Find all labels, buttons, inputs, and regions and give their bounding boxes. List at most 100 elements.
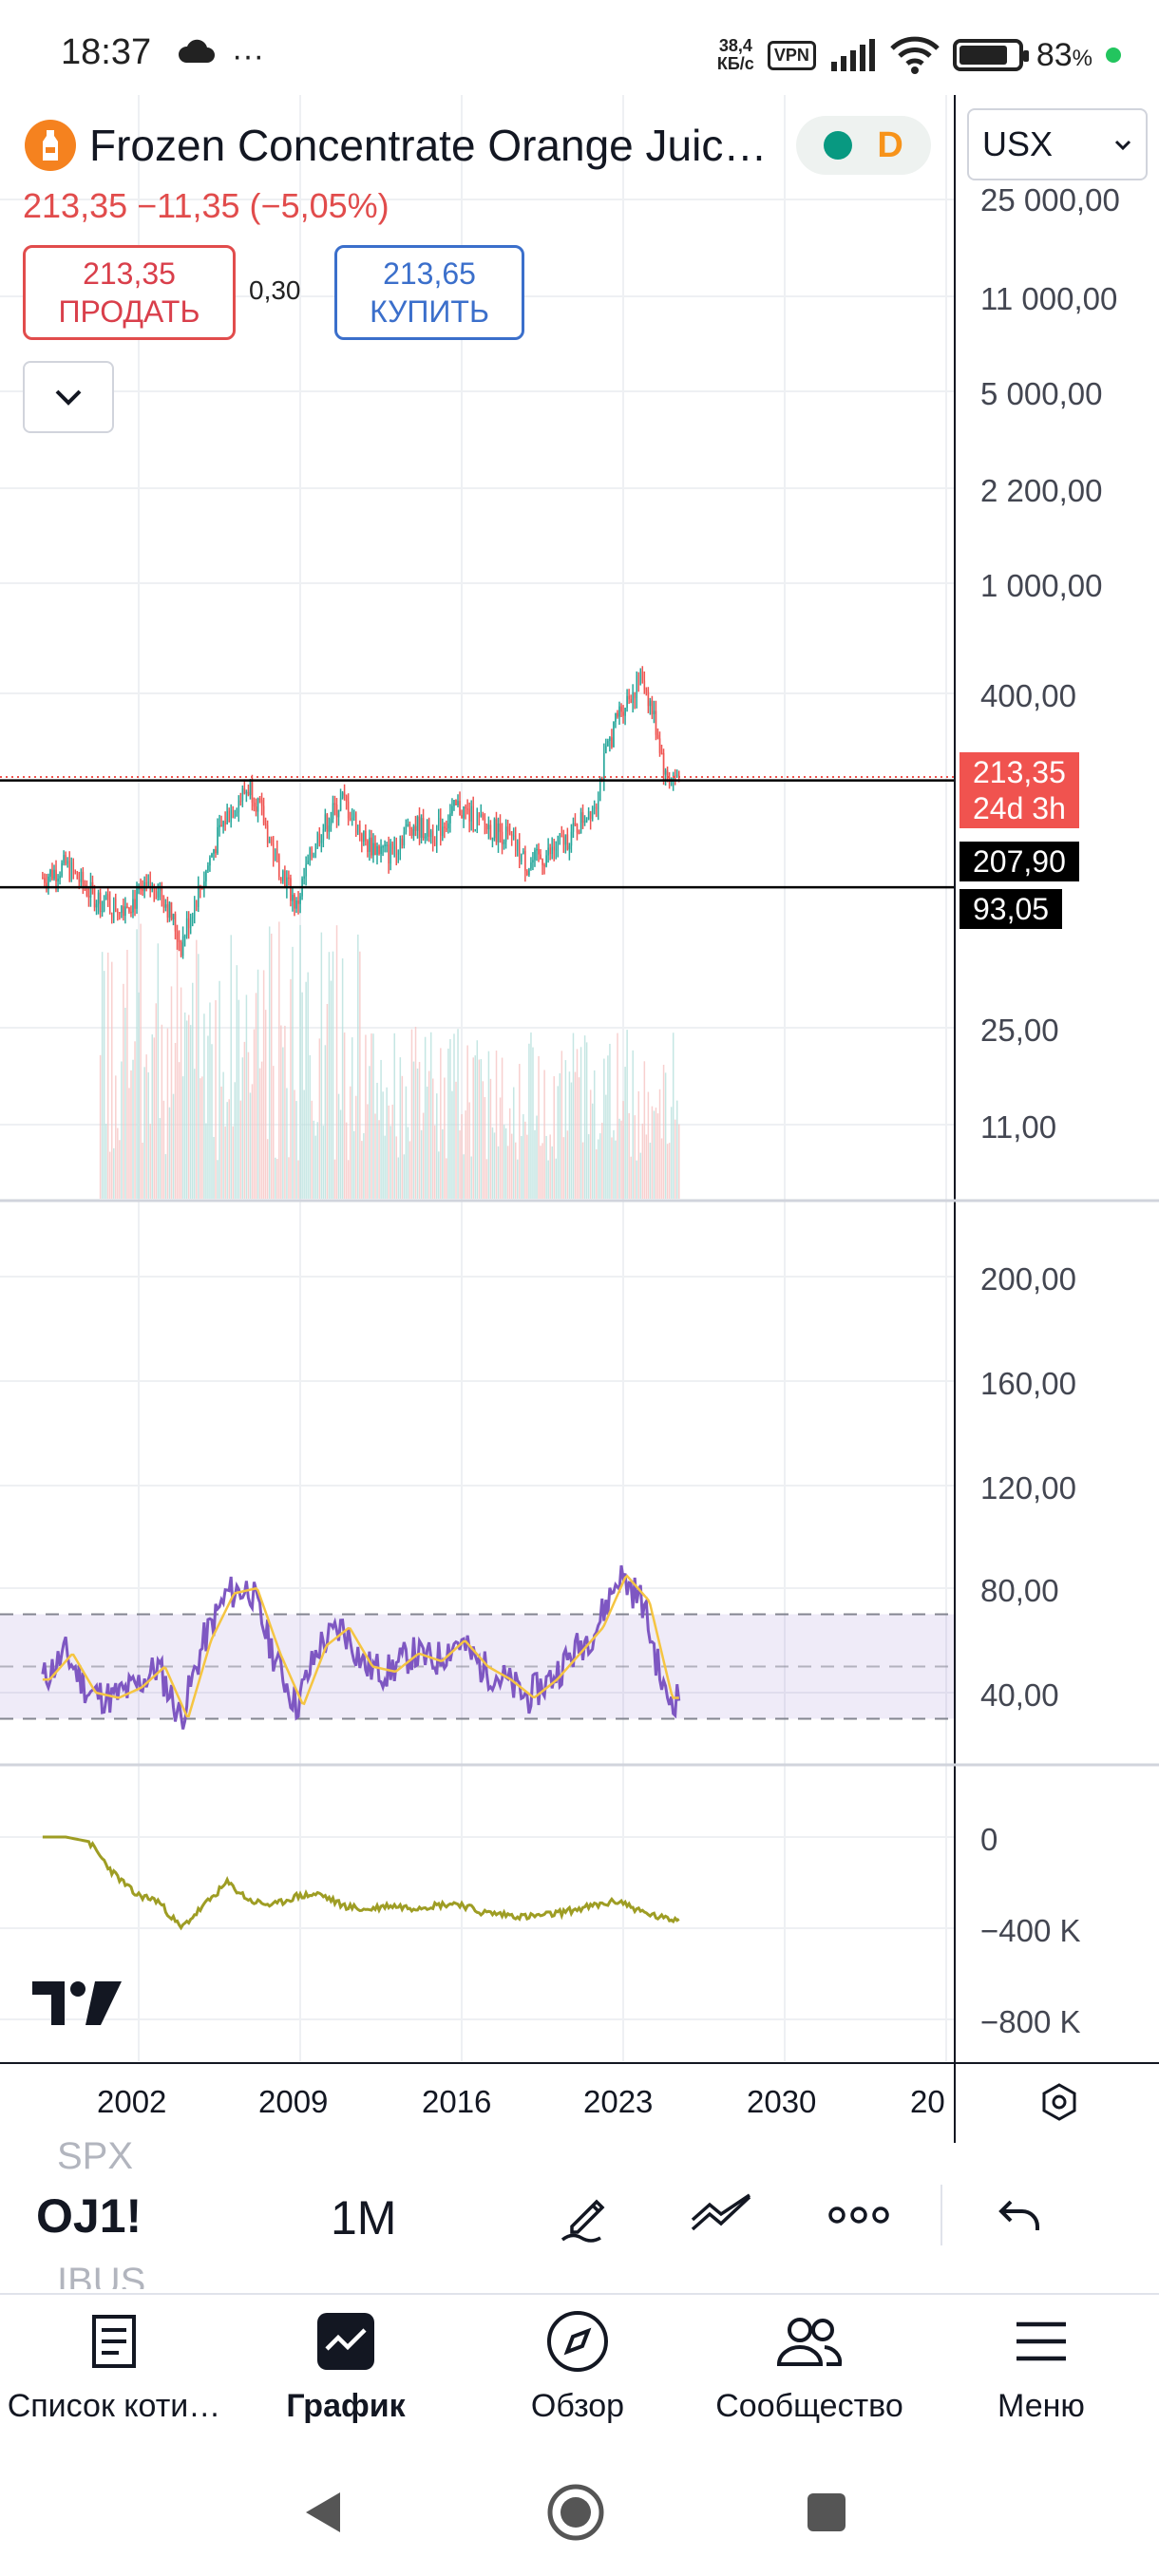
candle-body [384, 844, 386, 846]
candle-body [330, 818, 332, 826]
volume-bar [499, 1097, 502, 1199]
volume-bar [183, 1012, 186, 1199]
candle-body [251, 779, 254, 803]
volume-bar [515, 1142, 517, 1199]
battery-icon [952, 39, 1029, 71]
volume-bar [297, 1160, 299, 1199]
more-options-icon[interactable] [821, 2181, 897, 2249]
volume-bar [324, 1045, 327, 1199]
candle-body [585, 820, 588, 822]
nav-menu[interactable]: Меню [927, 2308, 1155, 2425]
privacy-dot [1106, 47, 1121, 63]
volume-bar [124, 1007, 126, 1199]
candle-body [268, 839, 271, 843]
volume-bar [249, 1092, 252, 1199]
volume-bar [451, 1090, 453, 1199]
candle-body [504, 826, 507, 843]
candle-body [589, 811, 592, 819]
currency-select[interactable]: USX [967, 108, 1148, 180]
net-speed: 38,4 КБ/с [716, 36, 754, 73]
candle-body [508, 831, 511, 834]
volume-bar [528, 1043, 530, 1199]
volume-bar [104, 1124, 107, 1199]
symbol-next[interactable]: IBUS [57, 2261, 146, 2289]
candle-body [624, 708, 626, 716]
candle-body [603, 752, 605, 781]
recents-icon[interactable] [788, 2479, 864, 2546]
candle-body [286, 877, 288, 888]
candle-body [157, 891, 160, 898]
candle-body [108, 900, 111, 913]
volume-bar [217, 1160, 218, 1199]
symbol-prev[interactable]: SPX [57, 2135, 134, 2177]
candle-body [662, 752, 665, 775]
candle-body [326, 814, 329, 832]
volume-bar [239, 1100, 242, 1199]
nav-watchlist[interactable]: Список коти… [0, 2308, 228, 2425]
candle-body [294, 895, 295, 909]
volume-bar [309, 1054, 311, 1199]
volume-bar [461, 1114, 463, 1199]
candle-body [297, 900, 299, 904]
candle-body [632, 691, 634, 704]
candle-body [611, 737, 613, 748]
candle-body [489, 824, 492, 839]
buy-button[interactable]: 213,65 КУПИТЬ [334, 245, 524, 340]
symbol-title[interactable]: Frozen Concentrate Orange Juic… [89, 121, 768, 170]
volume-bar [273, 1066, 275, 1199]
sell-button[interactable]: 213,35 ПРОДАТЬ [23, 245, 236, 340]
time-axis-label: 20 [910, 2084, 945, 2119]
candle-body [138, 887, 140, 890]
volume-bar [424, 1036, 427, 1199]
volume-bar [442, 1128, 444, 1199]
volume-bar [243, 1041, 246, 1199]
volume-bar [676, 1100, 678, 1199]
rsi-line [41, 1564, 681, 1730]
nav-explore[interactable]: Обзор [464, 2308, 692, 2425]
nav-chart[interactable]: График [232, 2308, 460, 2425]
sell-price: 213,35 [83, 256, 176, 291]
candle-body [466, 808, 468, 810]
candle-body [388, 844, 390, 864]
candle-body [382, 845, 384, 848]
volume-bar [172, 1093, 175, 1199]
volume-bar [311, 1100, 313, 1199]
collapse-button[interactable] [23, 361, 114, 433]
rsi-axis-label: 160,00 [980, 1366, 1076, 1401]
volume-bar [463, 1154, 465, 1199]
toolbar-symbol[interactable]: OJ1! [36, 2189, 142, 2243]
interval-button[interactable]: 1M [331, 2191, 397, 2245]
back-icon[interactable] [285, 2479, 361, 2546]
sell-label: ПРОДАТЬ [58, 294, 200, 329]
home-icon[interactable] [538, 2479, 614, 2546]
candle-body [583, 821, 586, 824]
candle-body [431, 830, 434, 843]
buy-label: КУПИТЬ [370, 294, 489, 329]
candle-body [132, 899, 134, 913]
candle-body [86, 888, 88, 897]
volume-bar [639, 1152, 642, 1199]
candle-body [324, 814, 327, 829]
volume-bar [472, 1057, 474, 1199]
volume-bar [305, 981, 307, 1199]
indicators-icon[interactable] [684, 2181, 760, 2249]
candle-body [446, 828, 447, 830]
candle-body [605, 746, 607, 753]
draw-pen-icon[interactable] [549, 2181, 625, 2249]
candle-body [658, 738, 661, 753]
settings-hexagon-icon[interactable] [1039, 2082, 1079, 2127]
market-status-pill[interactable]: D [796, 116, 931, 175]
price-axis-label: 400,00 [980, 678, 1076, 713]
candle-body [51, 869, 53, 880]
undo-icon[interactable] [982, 2181, 1058, 2249]
volume-bar [386, 1087, 388, 1199]
volume-bar [622, 1101, 624, 1199]
candle-body [205, 870, 207, 882]
rsi-ma-line [42, 1574, 679, 1717]
volume-bar [658, 1089, 661, 1199]
volume-bar [335, 925, 338, 1199]
candle-body [526, 870, 528, 876]
nav-community[interactable]: Сообщество [695, 2308, 923, 2425]
candle-body [361, 834, 363, 842]
